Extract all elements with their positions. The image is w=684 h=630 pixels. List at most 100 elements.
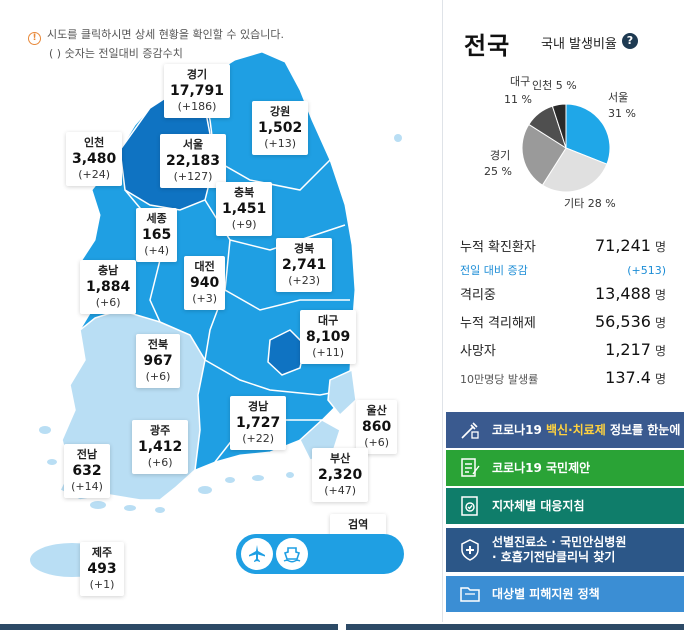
pie-label-1: 기타 28 % bbox=[564, 197, 616, 210]
map-ulleungdo bbox=[394, 134, 402, 142]
region-card-seoul[interactable]: 서울 22,183 (+127) bbox=[160, 134, 227, 188]
pie-label-2: 경기 bbox=[490, 149, 511, 162]
pie-slice-2 bbox=[521, 123, 567, 186]
region-card-daejeon[interactable]: 대전 940 (+3) bbox=[184, 256, 226, 310]
region-diff: (+3) bbox=[192, 292, 218, 305]
region-name: 대구 bbox=[318, 314, 339, 327]
region-card-chungbuk[interactable]: 충북 1,451 (+9) bbox=[216, 182, 273, 236]
region-diff: (+22) bbox=[242, 432, 275, 445]
region-name: 충남 bbox=[98, 264, 119, 277]
region-card-chungnam[interactable]: 충남 1,884 (+6) bbox=[80, 260, 137, 314]
region-card-incheon[interactable]: 인천 3,480 (+24) bbox=[66, 132, 123, 186]
region-value: 493 bbox=[87, 561, 117, 577]
airplane-button[interactable] bbox=[241, 538, 273, 570]
region-diff: (+24) bbox=[78, 168, 111, 181]
ship-icon bbox=[283, 547, 301, 563]
region-card-gwangju[interactable]: 광주 1,412 (+6) bbox=[132, 420, 189, 474]
region-diff: (+13) bbox=[264, 137, 297, 150]
stat-released-label: 누적 격리해제 bbox=[460, 316, 536, 331]
map-notice: ! 시도를 클릭하시면 상세 현황을 확인할 수 있습니다. ( ) 숫자는 전일… bbox=[28, 26, 284, 62]
region-diff: (+6) bbox=[147, 456, 173, 469]
region-name: 세종 bbox=[146, 212, 167, 225]
stat-released-value: 56,536 bbox=[594, 312, 651, 331]
notice-line-2: ( ) 숫자는 전일대비 증감수치 bbox=[49, 47, 183, 60]
support-policy-label: 대상별 피해지원 정책 bbox=[492, 586, 600, 601]
map-region-daegu[interactable] bbox=[267, 329, 306, 376]
region-value: 165 bbox=[142, 227, 172, 243]
region-card-gangwon[interactable]: 강원 1,502 (+13) bbox=[252, 101, 309, 155]
unit: 명 bbox=[654, 344, 666, 358]
stat-isolated: 격리중 13,488 명 bbox=[460, 284, 666, 303]
vaccine-text-highlight: 백신·치료제 bbox=[546, 422, 606, 437]
clinic-finder-button[interactable]: 선별진료소 · 국민안심병원 · 호흡기전담클리닉 찾기 bbox=[446, 528, 684, 572]
stat-daily-label: 전일 대비 증감 bbox=[460, 264, 528, 277]
clinic-line-2: · 호흡기전담클리닉 찾기 bbox=[492, 550, 616, 564]
region-diff: (+14) bbox=[71, 480, 103, 493]
stat-isolated-value: 13,488 bbox=[594, 284, 651, 303]
region-diff: (+11) bbox=[312, 346, 345, 359]
proposal-label: 코로나19 국민제안 bbox=[492, 460, 591, 475]
region-value: 2,741 bbox=[282, 257, 327, 273]
region-diff: (+47) bbox=[324, 484, 357, 497]
region-card-gyeongnam[interactable]: 경남 1,727 (+22) bbox=[230, 396, 287, 450]
proposal-button[interactable]: 코로나19 국민제안 bbox=[446, 450, 684, 486]
region-card-gyeonggi[interactable]: 경기 17,791 (+186) bbox=[164, 64, 231, 118]
region-card-jeju[interactable]: 제주 493 (+1) bbox=[80, 542, 124, 596]
support-policy-button[interactable]: 대상별 피해지원 정책 bbox=[446, 576, 684, 612]
pie-label-value-2: 25 % bbox=[484, 165, 512, 178]
ship-button[interactable] bbox=[276, 538, 308, 570]
region-name: 전북 bbox=[147, 338, 169, 351]
hospital-shield-icon bbox=[461, 539, 479, 561]
region-value: 1,502 bbox=[258, 120, 303, 136]
map-region-ulsan[interactable] bbox=[327, 368, 357, 417]
region-value: 2,320 bbox=[318, 467, 363, 483]
region-diff: (+9) bbox=[231, 218, 257, 231]
stat-deaths-value: 1,217 bbox=[605, 340, 651, 359]
region-diff: (+127) bbox=[173, 170, 213, 183]
region-name: 광주 bbox=[150, 424, 171, 437]
region-name: 제주 bbox=[91, 546, 113, 559]
vaccine-info-button[interactable]: 코로나19 백신·치료제 정보를 한눈에 bbox=[446, 412, 684, 448]
national-stats-panel: 전국 국내 발생비율 ? 서울 31 % 기타 28 % 경기 25 % 대구 11 % 인천… bbox=[444, 0, 684, 630]
region-name: 서울 bbox=[182, 138, 204, 151]
stat-cumulative-value: 71,241 bbox=[594, 236, 651, 255]
region-card-daegu[interactable]: 대구 8,109 (+11) bbox=[300, 310, 357, 364]
bottom-bar-left bbox=[0, 624, 338, 630]
korea-map-panel: ! 시도를 클릭하시면 상세 현황을 확인할 수 있습니다. ( ) 숫자는 전일… bbox=[28, 0, 443, 622]
stat-isolated-label: 격리중 bbox=[460, 288, 496, 303]
local-guideline-label: 지자체별 대응지침 bbox=[492, 498, 585, 513]
region-card-jeonbuk[interactable]: 전북 967 (+6) bbox=[136, 334, 180, 388]
region-diff: (+1) bbox=[89, 578, 115, 591]
region-card-sejong[interactable]: 세종 165 (+4) bbox=[136, 208, 178, 262]
region-value: 1,727 bbox=[236, 415, 281, 431]
pie-label-3: 대구 bbox=[510, 75, 531, 88]
folder-icon bbox=[460, 587, 480, 602]
region-card-busan[interactable]: 부산 2,320 (+47) bbox=[312, 448, 369, 502]
pie-label-value-3: 11 % bbox=[504, 93, 532, 106]
region-value: 1,412 bbox=[138, 439, 183, 455]
region-name: 경남 bbox=[248, 400, 269, 413]
region-diff: (+4) bbox=[144, 244, 170, 257]
region-card-ulsan[interactable]: 울산 860 (+6) bbox=[356, 400, 398, 454]
pie-slice-4 bbox=[551, 103, 567, 149]
unit: 명 bbox=[654, 240, 666, 254]
domestic-rate-label: 국내 발생비율 bbox=[541, 37, 617, 52]
pie-label-value-0: 31 % bbox=[608, 107, 636, 120]
region-card-gyeongbuk[interactable]: 경북 2,741 (+23) bbox=[276, 238, 333, 292]
stat-daily-value: (+513) bbox=[627, 264, 666, 277]
vaccine-text-post: 정보를 한눈에 bbox=[605, 422, 681, 437]
local-guideline-button[interactable]: 지자체별 대응지침 bbox=[446, 488, 684, 524]
region-value: 8,109 bbox=[306, 329, 351, 345]
map-islands bbox=[39, 426, 294, 513]
vaccine-text-pre: 코로나19 bbox=[492, 422, 546, 437]
region-card-jeonnam[interactable]: 전남 632 (+14) bbox=[64, 444, 110, 498]
airplane-icon bbox=[249, 545, 265, 562]
info-icon: ! bbox=[28, 32, 41, 45]
region-name: 울산 bbox=[366, 404, 387, 417]
stat-released: 누적 격리해제 56,536 명 bbox=[460, 312, 666, 331]
region-name: 검역 bbox=[348, 518, 369, 531]
region-name: 대전 bbox=[194, 260, 215, 273]
help-icon[interactable]: ? bbox=[622, 33, 638, 49]
domestic-rate-pie-chart bbox=[521, 103, 611, 193]
